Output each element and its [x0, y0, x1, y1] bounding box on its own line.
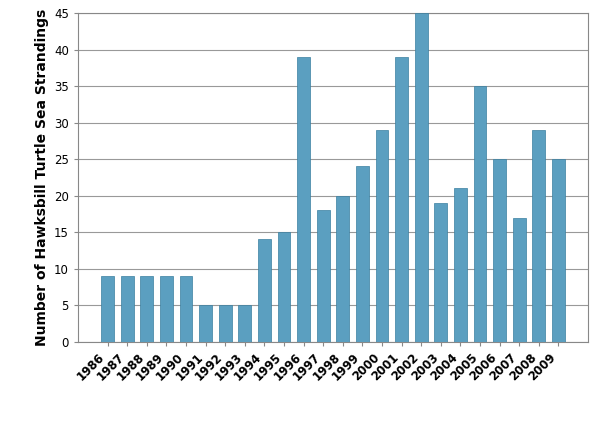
Bar — [199, 305, 212, 342]
Bar — [258, 240, 271, 342]
Bar — [473, 86, 487, 342]
Bar — [278, 232, 290, 342]
Bar — [454, 188, 467, 342]
Bar — [140, 276, 153, 342]
Bar — [317, 210, 329, 342]
Bar — [493, 159, 506, 342]
Bar — [532, 130, 545, 342]
Bar — [238, 305, 251, 342]
Bar — [219, 305, 232, 342]
Bar — [356, 166, 369, 342]
Bar — [415, 13, 428, 342]
Bar — [121, 276, 134, 342]
Bar — [101, 276, 114, 342]
Y-axis label: Number of Hawksbill Turtle Sea Strandings: Number of Hawksbill Turtle Sea Stranding… — [35, 9, 49, 346]
Bar — [434, 203, 447, 342]
Bar — [552, 159, 565, 342]
Bar — [513, 218, 526, 342]
Bar — [376, 130, 388, 342]
Bar — [337, 196, 349, 342]
Bar — [297, 57, 310, 342]
Bar — [395, 57, 408, 342]
Bar — [160, 276, 173, 342]
Bar — [179, 276, 193, 342]
